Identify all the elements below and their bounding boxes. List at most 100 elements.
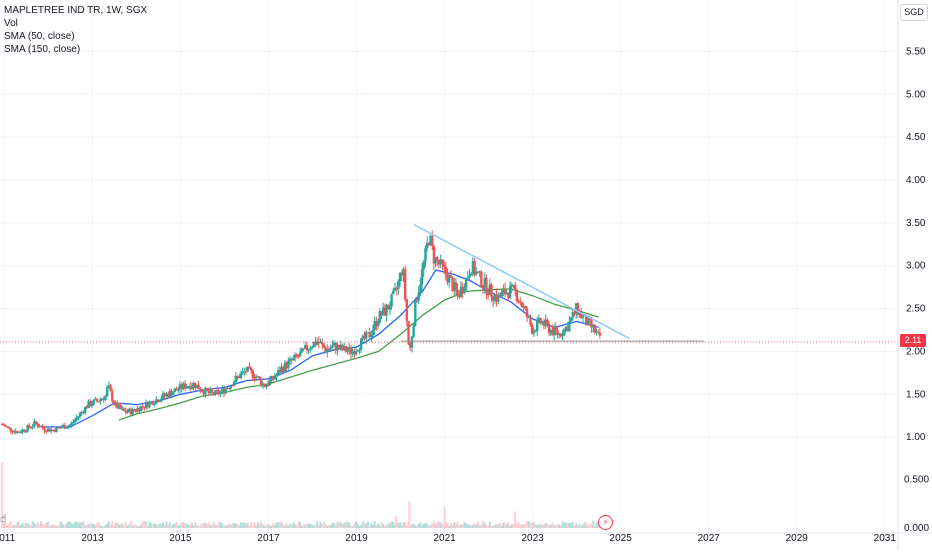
volume-bar (497, 524, 500, 528)
volume-bar (70, 522, 73, 528)
candle-body (441, 259, 444, 265)
candle-body (322, 344, 326, 348)
candle-body (94, 398, 97, 401)
candle-body (327, 348, 331, 350)
candle-body (444, 266, 447, 275)
candle-body (144, 402, 148, 408)
volume-bar (580, 526, 583, 528)
candle-body (55, 427, 58, 433)
candle-body (4, 425, 7, 427)
candle-body (417, 292, 420, 301)
volume-bar (485, 525, 488, 528)
symbol-title[interactable]: MAPLETREE IND TR, 1W, SGX (4, 5, 148, 16)
volume-bar (416, 525, 419, 528)
volume-bar (261, 524, 264, 528)
candle-body (463, 289, 466, 293)
candle-body (580, 311, 583, 318)
candle-body (566, 326, 569, 332)
candle-body (149, 401, 153, 403)
candle-body (89, 401, 92, 406)
candle-body (172, 392, 175, 396)
volume-bar (204, 522, 207, 528)
candle-body (12, 431, 16, 433)
volume-bar (121, 523, 124, 528)
volume-bar (432, 521, 435, 528)
candle-body (546, 319, 549, 325)
volume-bar (163, 524, 166, 528)
volume-bar (175, 522, 178, 528)
volume-bar (490, 525, 493, 528)
candle-body (119, 404, 122, 410)
volume-bar (77, 523, 80, 528)
volume-bar (438, 522, 441, 528)
volume-bar (133, 524, 136, 528)
volume-bar (355, 521, 358, 528)
candle-body (510, 284, 514, 287)
volume-bar (385, 525, 388, 528)
candle-body (265, 384, 268, 388)
candle-body (227, 388, 231, 390)
volume-bar (431, 523, 434, 528)
volume-bar (178, 524, 181, 528)
candle-body (243, 371, 246, 373)
candle-body (310, 347, 314, 349)
candle-body (202, 391, 205, 395)
volume-bar (282, 524, 285, 528)
volume-tick-label: 0.000 (904, 523, 929, 534)
volume-bar (429, 525, 432, 528)
candle-body (527, 316, 530, 318)
volume-bar (50, 525, 53, 528)
legend-sma150[interactable]: SMA (150, close) (4, 44, 81, 55)
volume-bar (399, 522, 402, 528)
candle-body (397, 280, 400, 290)
legend-vol[interactable]: Vol (4, 18, 18, 29)
volume-bar (211, 524, 214, 528)
candle-body (107, 385, 111, 388)
volume-bar (546, 523, 549, 528)
candle-body (197, 384, 200, 390)
candle-body (116, 402, 119, 409)
cursor-icon[interactable]: ☝ (0, 513, 7, 525)
volume-bar (502, 522, 505, 528)
candle-body (420, 269, 424, 285)
lightning-icon[interactable]: ⚡ (598, 515, 613, 530)
volume-bar (324, 524, 327, 528)
candle-body (478, 271, 481, 273)
volume-bar (341, 523, 344, 528)
candle-body (490, 284, 493, 297)
trendlines[interactable] (0, 223, 898, 343)
candle-body (19, 432, 23, 434)
candle-body (50, 429, 53, 432)
volume-bar (177, 525, 180, 528)
currency-badge[interactable]: SGD (900, 4, 928, 21)
volume-bar (97, 522, 100, 528)
volume-bar (476, 521, 479, 528)
legend-sma50[interactable]: SMA (50, close) (4, 31, 75, 42)
candle-body (134, 410, 138, 412)
volume-bar (287, 525, 290, 528)
volume-bar (26, 523, 29, 528)
candle-body (16, 431, 19, 434)
candle-body (383, 307, 387, 316)
candle-body (95, 398, 99, 402)
candle-body (216, 389, 219, 391)
volume-bar (356, 523, 359, 528)
candle-body (491, 296, 495, 301)
volume-bar (92, 524, 95, 528)
candle-body (256, 376, 260, 378)
volume-bar (475, 524, 478, 528)
volume-bar (28, 523, 31, 528)
volume-bar (131, 525, 134, 528)
volume-bar (23, 525, 26, 528)
volume-bar (145, 521, 148, 528)
volume-bar (537, 524, 540, 528)
volume-bar (101, 525, 104, 528)
volume-bar (192, 525, 195, 528)
candle-body (170, 390, 173, 396)
candle-body (204, 387, 207, 395)
candle-body (1, 424, 4, 426)
volume-bar (79, 522, 82, 528)
volume-bar (311, 524, 314, 528)
